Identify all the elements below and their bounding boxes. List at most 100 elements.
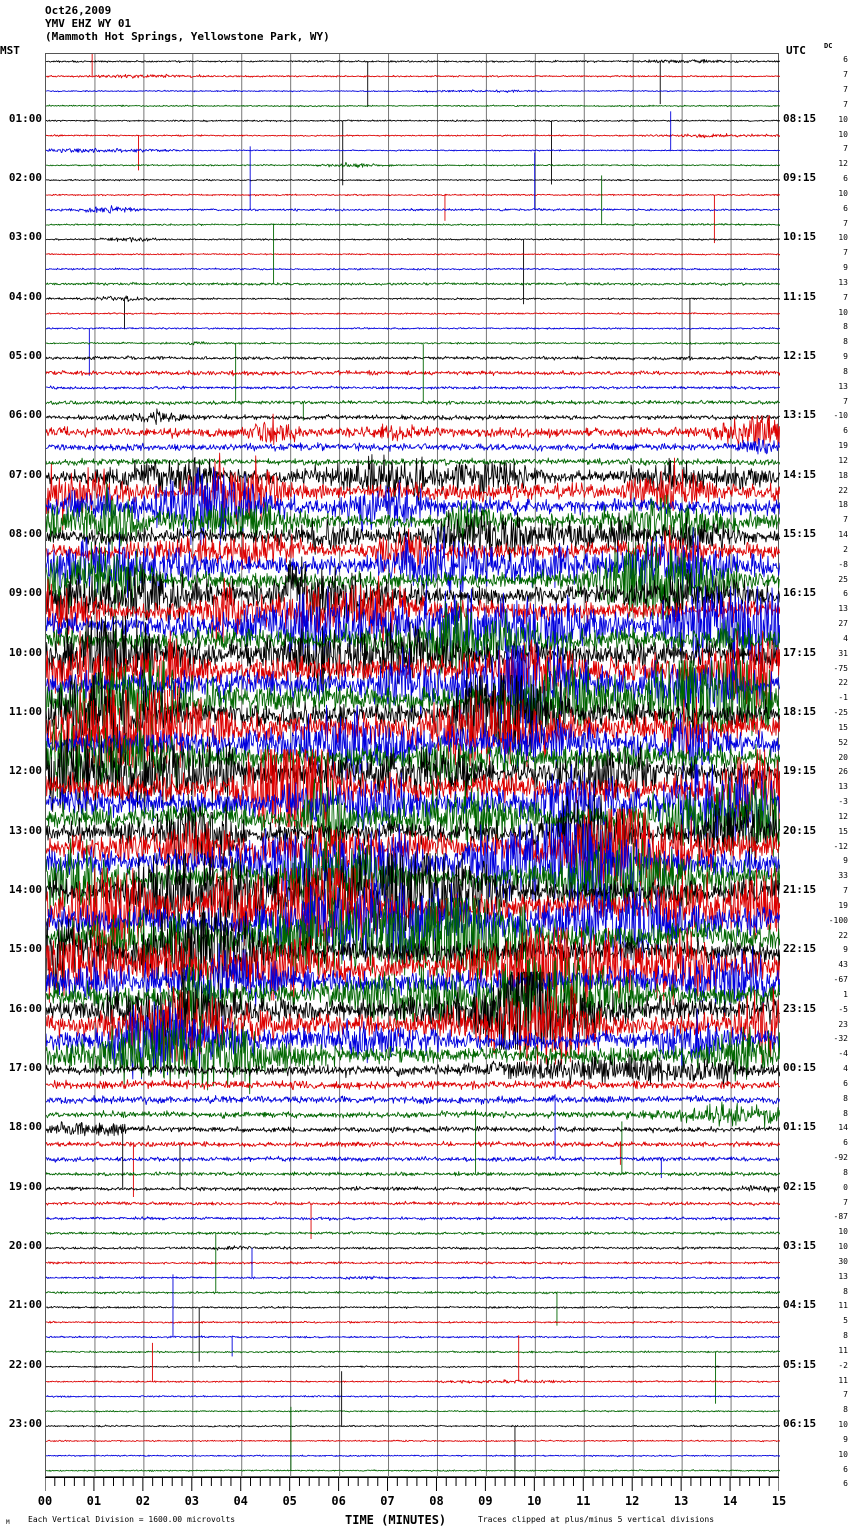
utc-hour-label: 21:15 [783,883,817,897]
x-tick-label: 10 [527,1494,542,1508]
dc-value: 7 [843,515,848,525]
dc-value: 8 [843,366,848,376]
utc-hour-label: 17:15 [783,645,817,659]
x-tick-label: 08 [429,1494,444,1508]
dc-value: 19 [838,441,848,451]
mst-hour-label: 01:00 [8,111,42,125]
x-tick-label: 00 [37,1494,53,1508]
x-tick-label: 02 [135,1494,151,1508]
dc-value: 10 [838,188,848,198]
x-axis-ticks [45,1477,779,1491]
dc-value: 13 [838,1271,848,1281]
mst-hour-label: 13:00 [8,823,42,837]
utc-hour-label: 20:15 [783,823,817,837]
dc-value: -87 [833,1212,848,1222]
dc-value: 9 [843,352,848,362]
x-axis-title: TIME (MINUTES) [345,1513,447,1527]
dc-value: 10 [838,1242,848,1252]
dc-value: 10 [838,307,848,317]
dc-value: 7 [843,292,848,302]
mst-hour-label: 12:00 [8,764,42,778]
dc-value: 10 [838,129,848,139]
dc-value: 25 [838,574,848,584]
dc-value: 19 [838,900,848,910]
dc-value: -25 [833,708,848,718]
dc-value: -100 [828,915,848,925]
mst-hour-label: 03:00 [8,230,42,244]
mst-hour-label: 21:00 [8,1298,42,1312]
dc-value: 12 [838,455,848,465]
utc-hour-label: 04:15 [783,1298,817,1312]
dc-column-label: DC [824,42,833,50]
dc-value: -67 [833,975,848,985]
utc-hour-label: 18:15 [783,705,817,719]
dc-value: -75 [833,663,848,673]
x-tick-label: 14 [722,1494,738,1508]
dc-value: 9 [843,1434,848,1444]
mst-hour-label: 22:00 [8,1357,42,1371]
mst-hour-label: 08:00 [8,527,42,541]
dc-value: 8 [843,1331,848,1341]
utc-hour-label: 08:15 [783,111,817,125]
mst-hour-label: 07:00 [8,467,42,481]
mst-hour-label: 09:00 [8,586,42,600]
dc-value: 6 [843,1464,848,1474]
dc-value: 7 [843,144,848,154]
dc-value: 6 [843,55,848,65]
x-tick-label: 09 [478,1494,493,1508]
dc-value: 12 [838,159,848,169]
mst-hour-label: 10:00 [8,645,42,659]
x-tick-label: 11 [576,1494,591,1508]
dc-value: 8 [843,1108,848,1118]
dc-value: 4 [843,1064,848,1074]
dc-value: 18 [838,470,848,480]
dc-value: 22 [838,930,848,940]
dc-value: 8 [843,1405,848,1415]
dc-value: 2 [843,544,848,554]
utc-axis-label: UTC [786,44,806,57]
utc-hour-label: 10:15 [783,230,817,244]
mst-hour-label: 17:00 [8,1061,42,1075]
utc-hour-label: 09:15 [783,171,817,185]
dc-value: 10 [838,233,848,243]
x-tick-label: 07 [380,1494,395,1508]
dc-value: 8 [843,1167,848,1177]
dc-value: 6 [843,203,848,213]
dc-value: 15 [838,722,848,732]
dc-value: 13 [838,277,848,287]
x-tick-label: 01 [86,1494,102,1508]
utc-hour-label: 22:15 [783,942,817,956]
clip-note: Traces clipped at plus/minus 5 vertical … [478,1515,715,1524]
dc-value: 10 [838,1227,848,1237]
dc-value: 6 [843,589,848,599]
utc-hour-label: 12:15 [783,349,817,363]
utc-hour-label: 03:15 [783,1239,817,1253]
dc-value: 7 [843,396,848,406]
utc-hour-label: 19:15 [783,764,817,778]
dc-value: 0 [843,1182,848,1192]
dc-value: 20 [838,752,848,762]
mst-hour-label: 02:00 [8,171,42,185]
dc-value: 22 [838,485,848,495]
mst-hour-label: 23:00 [8,1417,42,1431]
dc-value: 8 [843,1093,848,1103]
dc-value: 9 [843,945,848,955]
dc-value: 7 [843,1197,848,1207]
dc-value: 13 [838,782,848,792]
dc-value: 7 [843,1390,848,1400]
dc-value: -92 [833,1153,848,1163]
dc-value: 7 [843,85,848,95]
mst-hour-label: 14:00 [8,883,42,897]
dc-value: 27 [838,619,848,629]
dc-value: 9 [843,856,848,866]
dc-value: 30 [838,1256,848,1266]
dc-value: 14 [838,530,848,540]
dc-value: 6 [843,174,848,184]
dc-value: -4 [838,1049,848,1059]
dc-value: 6 [843,1138,848,1148]
dc-value: 9 [843,263,848,273]
dc-value: 33 [838,871,848,881]
dc-value: 14 [838,1123,848,1133]
utc-hour-label: 13:15 [783,408,817,422]
mst-hour-label: 18:00 [8,1120,42,1134]
